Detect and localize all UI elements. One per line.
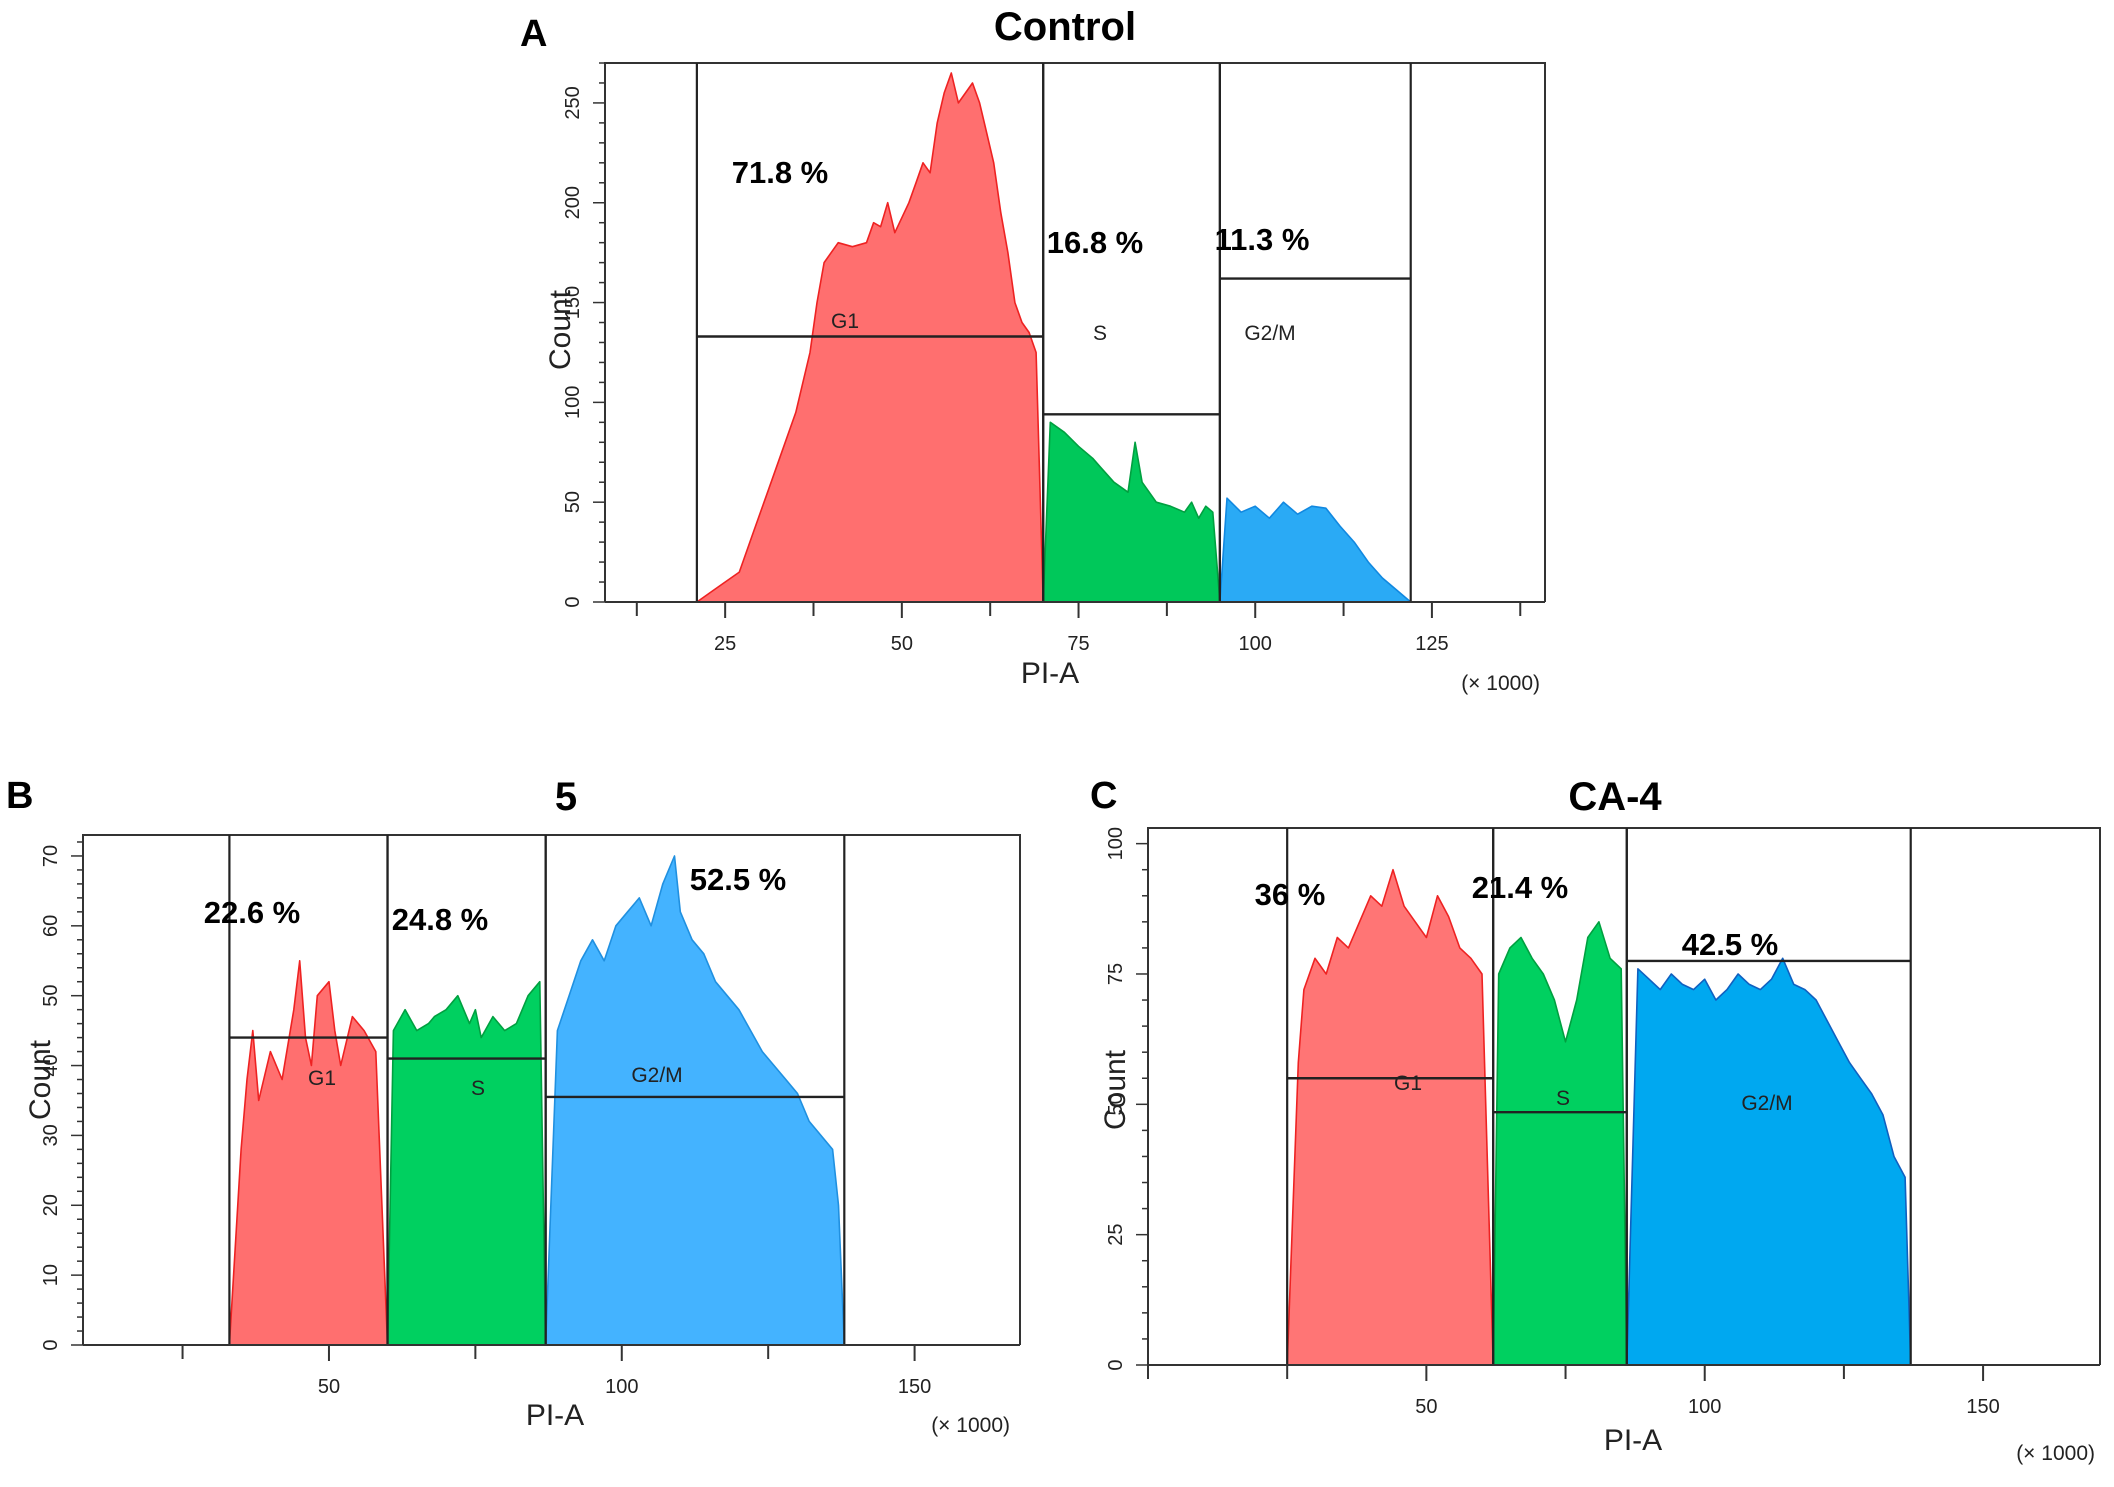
histogram-g2m-area <box>1626 957 1912 1366</box>
y-tick-label: 0 <box>40 1339 62 1350</box>
gate-s-percent: 21.4 % <box>1472 870 1569 905</box>
gate-g1-percent: 22.6 % <box>204 895 301 930</box>
x-tick-label: 150 <box>1966 1396 1999 1418</box>
y-axis-title: Count <box>544 289 577 370</box>
y-tick-label: 0 <box>1105 1359 1127 1370</box>
y-tick-label: 200 <box>562 186 584 219</box>
y-tick-label: 10 <box>40 1264 62 1286</box>
panel-letter-b: B <box>6 775 33 817</box>
gate-s-percent: 16.8 % <box>1047 225 1144 260</box>
gate-s-label: S <box>1556 1087 1570 1110</box>
x-axis-unit: (× 1000) <box>2016 1442 2095 1465</box>
y-axis-title: Count <box>1099 1049 1132 1130</box>
gate-g1-percent: 36 % <box>1255 877 1326 912</box>
panel-title-a: Control <box>994 5 1136 49</box>
y-tick-label: 40 <box>40 1054 62 1076</box>
histogram-g1-area <box>228 960 389 1346</box>
histogram-s-area <box>1492 921 1628 1366</box>
y-tick-label: 70 <box>40 845 62 867</box>
gate-s-percent: 24.8 % <box>392 902 489 937</box>
x-tick-label: 100 <box>1239 633 1272 655</box>
x-tick-label: 150 <box>898 1376 931 1398</box>
y-tick-label: 0 <box>562 596 584 607</box>
gate-g1-label: G1 <box>1394 1072 1422 1095</box>
plot-c: 50 100 150 0 25 50 75 100 PI-A Count (× 1000) 36 % G… <box>1099 827 2101 1465</box>
x-tick-label: 100 <box>605 1376 638 1398</box>
x-axis-title: PI-A <box>526 1399 584 1432</box>
y-tick-label: 50 <box>562 491 584 513</box>
gate-g2m-label: G2/M <box>1244 322 1295 345</box>
y-tick-label: 100 <box>562 386 584 419</box>
y-tick-label: 20 <box>40 1194 62 1216</box>
x-tick-label: 100 <box>1688 1396 1721 1418</box>
x-tick-label: 25 <box>714 633 736 655</box>
panel-a: A Control <box>520 5 1136 55</box>
y-tick-label: 250 <box>562 86 584 119</box>
panel-title-b: 5 <box>555 775 577 819</box>
x-tick-label: 50 <box>1415 1396 1437 1418</box>
gate-g2m-percent: 11.3 % <box>1215 222 1310 257</box>
histogram-s-area <box>1042 421 1221 603</box>
plot-b: 50 100 150 0 10 20 30 40 50 60 70 PI-A Count (× 1000)… <box>24 834 1021 1437</box>
gate-g1-percent: 71.8 % <box>732 155 829 190</box>
y-tick-label: 50 <box>40 985 62 1007</box>
x-tick-label: 50 <box>891 633 913 655</box>
gate-g1-label: G1 <box>831 310 859 333</box>
gate-g2m-label: G2/M <box>1741 1092 1792 1115</box>
y-tick-label: 25 <box>1105 1224 1127 1246</box>
x-tick-label: 125 <box>1415 633 1448 655</box>
gate-g2m-percent: 42.5 % <box>1682 927 1779 962</box>
y-tick-label: 100 <box>1105 827 1127 860</box>
y-axis-title: Count <box>24 1039 57 1120</box>
gate-g2m-label: G2/M <box>631 1064 682 1087</box>
x-tick-label: 75 <box>1067 633 1089 655</box>
y-tick-label: 60 <box>40 915 62 937</box>
x-tick-label: 50 <box>318 1376 340 1398</box>
histogram-s-area <box>386 980 547 1346</box>
panel-c: C CA-4 <box>1090 775 1662 819</box>
gate-g1-label: G1 <box>308 1067 336 1090</box>
x-axis-unit: (× 1000) <box>931 1414 1010 1437</box>
gate-s-label: S <box>471 1077 485 1100</box>
y-tick-label: 30 <box>40 1124 62 1146</box>
plot-a: 25 50 75 100 125 0 50 100 150 200 250 PI-A Count (× 1… <box>544 62 1546 695</box>
x-axis-unit: (× 1000) <box>1461 672 1540 695</box>
x-axis-title: PI-A <box>1021 657 1079 690</box>
panel-letter-a: A <box>520 13 547 55</box>
y-tick-label: 50 <box>1105 1093 1127 1115</box>
gate-g2m-percent: 52.5 % <box>690 862 787 897</box>
gate-s-label: S <box>1093 322 1107 345</box>
panel-title-c: CA-4 <box>1568 775 1662 819</box>
histogram-g2m-area <box>544 855 846 1346</box>
panel-letter-c: C <box>1090 775 1117 817</box>
y-tick-label: 150 <box>562 286 584 319</box>
y-tick-label: 75 <box>1105 963 1127 985</box>
panel-b: B 5 <box>6 775 577 819</box>
x-axis-title: PI-A <box>1604 1424 1662 1457</box>
histogram-g1-area <box>1286 868 1494 1366</box>
histogram-g2m-area <box>1219 497 1412 603</box>
